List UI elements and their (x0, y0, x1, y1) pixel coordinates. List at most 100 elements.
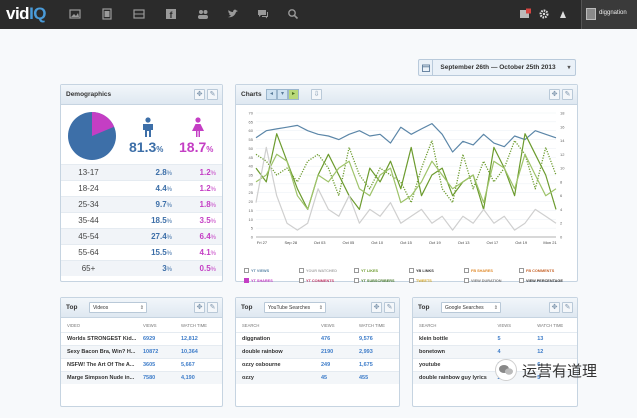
table-row[interactable]: Marge Simpson Nude in... 7580 4,190 (61, 371, 222, 384)
range-next-button[interactable]: ▸ (288, 89, 299, 100)
female-age-pct: 0.5% (178, 264, 222, 273)
move-icon[interactable]: ✥ (371, 302, 382, 313)
search-icon[interactable] (286, 7, 300, 21)
y-left-tick-label: 55 (249, 137, 254, 142)
table-row[interactable]: ozzy 45 455 (236, 371, 399, 384)
legend-checkbox[interactable] (519, 268, 524, 273)
legend-checkbox[interactable] (464, 278, 469, 283)
legend-checkbox[interactable] (519, 278, 524, 283)
legend-item[interactable]: YOUR WATCHED (299, 268, 354, 273)
legend-checkbox[interactable] (354, 268, 359, 273)
y-right-tick-label: 16 (560, 124, 565, 129)
video-icon[interactable] (100, 7, 114, 21)
google-searches-select[interactable]: Google Searches ⇕ (441, 302, 501, 313)
legend-label: YB LINKS (416, 268, 434, 273)
video-title[interactable]: Worlds STRONGEST Kid... (67, 336, 137, 342)
range-prev-button[interactable]: ◂ (266, 89, 277, 100)
svg-text:f: f (170, 10, 174, 20)
table-row[interactable]: Worlds STRONGEST Kid... 6929 12,812 (61, 332, 222, 345)
female-age-value: 3.5 (199, 216, 211, 225)
search-term[interactable]: diggnation (242, 336, 271, 342)
top-videos-select[interactable]: Videos ⇕ (89, 302, 147, 313)
charts-header: Charts ◂ ▾ ▸ ⇩ ✥ ✎ (236, 85, 577, 105)
chat-icon[interactable] (256, 7, 270, 21)
table-row[interactable]: ozzy osbourne 249 1,675 (236, 358, 399, 371)
table-row[interactable]: bonetown 4 12 (413, 345, 577, 358)
table-row[interactable]: Sexy Bacon Bra, Win? H... 10872 10,364 (61, 345, 222, 358)
twitter-icon[interactable] (226, 7, 240, 21)
male-age-pct: 18.5% (116, 216, 178, 225)
male-age-pct: 27.4% (116, 232, 178, 241)
image-icon[interactable] (68, 7, 82, 21)
legend-item[interactable]: FB COMMENTS (519, 268, 574, 273)
search-term[interactable]: ozzy osbourne (242, 362, 281, 368)
legend-item[interactable]: YT SUBSCRIBERS (354, 278, 409, 283)
move-icon[interactable]: ✥ (194, 89, 205, 100)
video-title[interactable]: NSFW! The Art Of The A... (67, 362, 135, 368)
legend-item[interactable]: YT COMMENTS (299, 278, 354, 283)
users-icon[interactable] (196, 7, 210, 21)
legend-checkbox[interactable] (244, 278, 249, 283)
search-term[interactable]: klein bottle (419, 336, 449, 342)
legend-item[interactable]: VIEW DURATION (464, 278, 519, 283)
legend-item[interactable]: VIEW PERCENTAGE (519, 278, 574, 283)
video-title[interactable]: Sexy Bacon Bra, Win? H... (67, 349, 136, 355)
legend-item[interactable]: YT LIKES (354, 268, 409, 273)
user-icon[interactable] (556, 7, 570, 21)
search-term[interactable]: youtube (419, 362, 441, 368)
legend-item[interactable]: YT SHARES (244, 278, 299, 283)
pct-symbol: % (166, 235, 172, 241)
facebook-icon[interactable]: f (164, 7, 178, 21)
age-label: 55-64 (78, 248, 99, 257)
edit-icon[interactable]: ✎ (207, 302, 218, 313)
legend-item[interactable]: YT VIEWS (244, 268, 299, 273)
watch-time-value: 4,190 (181, 375, 195, 381)
age-label: 65+ (81, 264, 96, 273)
y-left-tick-label: 10 (249, 217, 254, 222)
legend-label: YT SUBSCRIBERS (361, 278, 395, 283)
edit-icon[interactable]: ✎ (384, 302, 395, 313)
pct-symbol: % (210, 251, 216, 257)
move-icon[interactable]: ✥ (549, 89, 560, 100)
pct-symbol: % (210, 219, 216, 225)
x-tick-label: Fri 27 (257, 240, 268, 245)
legend-item[interactable]: FB SHARES (464, 268, 519, 273)
age-breakdown-table: 13-17 2.8% 1.2% 18-24 4.4% 1.2% 25-34 9.7% 1.8… (61, 164, 222, 276)
edit-icon[interactable]: ✎ (562, 302, 573, 313)
search-term[interactable]: double rainbow (242, 349, 283, 355)
table-row[interactable]: diggnation 476 9,576 (236, 332, 399, 345)
move-icon[interactable]: ✥ (194, 302, 205, 313)
date-range-picker[interactable]: September 26th — October 25th 2013 ▾ (418, 59, 576, 76)
edit-icon[interactable]: ✎ (562, 89, 573, 100)
edit-icon[interactable]: ✎ (207, 89, 218, 100)
col-header: VIEWS (321, 322, 335, 328)
table-row[interactable]: double rainbow 2190 2,993 (236, 345, 399, 358)
move-icon[interactable]: ✥ (549, 302, 560, 313)
search-term[interactable]: bonetown (419, 349, 445, 355)
legend-checkbox[interactable] (299, 268, 304, 273)
legend-checkbox[interactable] (244, 268, 249, 273)
download-icon[interactable]: ⇩ (311, 89, 322, 100)
table-row[interactable]: NSFW! The Art Of The A... 3605 5,667 (61, 358, 222, 371)
list-icon[interactable] (132, 7, 146, 21)
search-term[interactable]: ozzy (242, 375, 254, 381)
male-percentage-symbol: % (156, 145, 164, 154)
gear-icon[interactable] (537, 7, 551, 21)
youtube-searches-select[interactable]: YouTube Searches ⇕ (264, 302, 326, 313)
vidiq-logo[interactable]: vidIQ (6, 4, 47, 24)
video-title[interactable]: Marge Simpson Nude in... (67, 375, 135, 381)
y-right-tick-label: 0 (560, 235, 563, 240)
table-row[interactable]: klein bottle 5 13 (413, 332, 577, 345)
range-down-button[interactable]: ▾ (277, 89, 288, 100)
legend-checkbox[interactable] (409, 278, 414, 283)
legend-item[interactable]: TWEETS (409, 278, 464, 283)
user-menu[interactable]: diggnation (581, 0, 637, 29)
female-age-pct: 3.5% (178, 216, 222, 225)
notification-icon[interactable] (518, 7, 532, 21)
search-term[interactable]: double rainbow guy lyrics (419, 375, 487, 381)
legend-checkbox[interactable] (464, 268, 469, 273)
legend-item[interactable]: YB LINKS (409, 268, 464, 273)
legend-checkbox[interactable] (299, 278, 304, 283)
legend-checkbox[interactable] (409, 268, 414, 273)
legend-checkbox[interactable] (354, 278, 359, 283)
